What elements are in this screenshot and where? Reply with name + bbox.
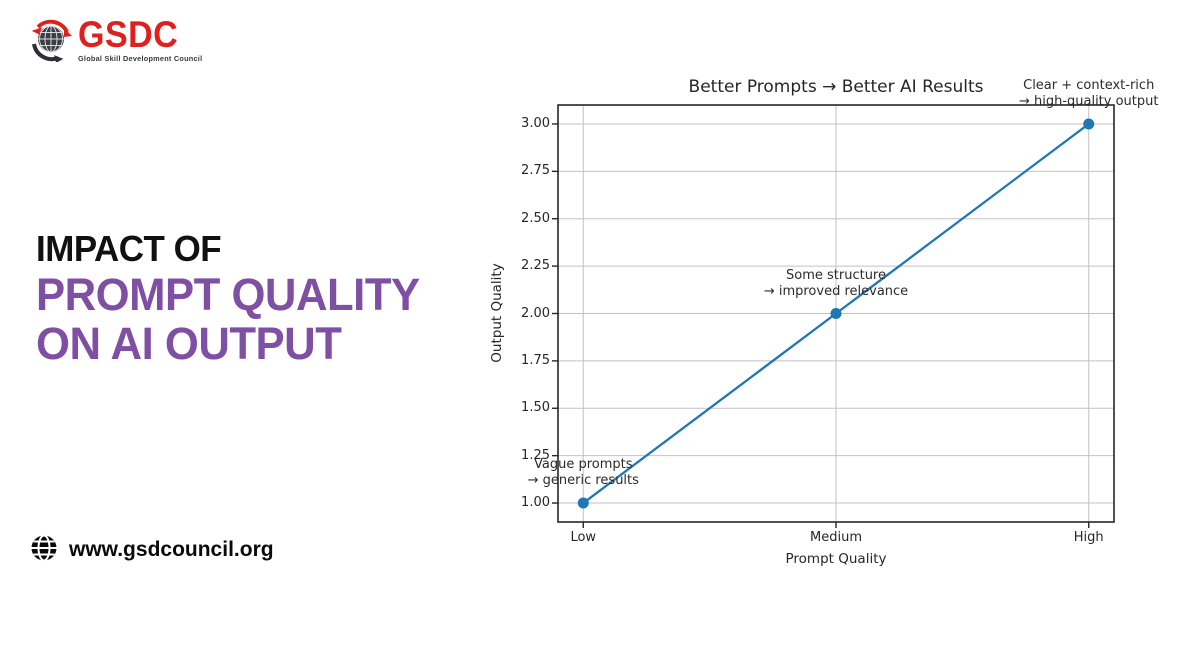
y-tick-label: 1.50	[521, 400, 550, 416]
gsdc-logo: GSDC Global Skill Development Council	[28, 14, 202, 66]
data-point	[1083, 118, 1095, 130]
annotation-line: Some structure	[785, 267, 886, 283]
y-tick-label: 2.25	[521, 258, 550, 274]
annotation: Some structure → improved relevance	[764, 268, 908, 300]
headline-line1: IMPACT OF	[36, 228, 222, 269]
footer: www.gsdcouncil.org	[30, 534, 274, 566]
headline-line3: ON AI OUTPUT	[36, 318, 342, 369]
annotation-line: → generic results	[527, 473, 639, 489]
globe-icon	[30, 534, 58, 566]
headline: IMPACT OF PROMPT QUALITY ON AI OUTPUT	[36, 228, 420, 368]
website-url: www.gsdcouncil.org	[69, 538, 274, 561]
x-tick-label: Medium	[810, 530, 862, 545]
annotation: Clear + context-rich → high-quality outpu…	[1019, 78, 1159, 110]
y-tick-label: 2.00	[521, 305, 550, 321]
y-tick-label: 1.00	[521, 495, 550, 511]
logo-text: GSDC Global Skill Development Council	[78, 17, 202, 63]
x-axis-label: Prompt Quality	[785, 551, 887, 567]
annotation-line: → improved relevance	[763, 283, 909, 299]
data-point	[830, 308, 842, 319]
y-tick-label: 1.25	[521, 447, 550, 463]
x-tick-label: Low	[570, 530, 597, 545]
logo-tagline: Global Skill Development Council	[78, 54, 203, 63]
y-tick-label: 1.75	[521, 352, 550, 368]
x-tick-label: High	[1073, 530, 1104, 545]
y-tick-label: 2.75	[521, 163, 550, 179]
y-tick-label: 3.00	[521, 115, 550, 131]
globe-arrows-icon	[28, 14, 74, 66]
annotation-line: Clear + context-rich	[1023, 77, 1155, 93]
chart-title: Better Prompts → Better AI Results	[688, 77, 984, 97]
annotation: Vague prompts → generic results	[528, 457, 639, 489]
annotation-line: → high-quality output	[1018, 93, 1159, 109]
logo-name: GSDC	[78, 14, 179, 56]
headline-line2: PROMPT QUALITY	[36, 269, 420, 320]
data-point	[577, 497, 589, 509]
y-tick-label: 2.50	[521, 210, 550, 226]
annotation-line: Vague prompts	[534, 457, 633, 473]
